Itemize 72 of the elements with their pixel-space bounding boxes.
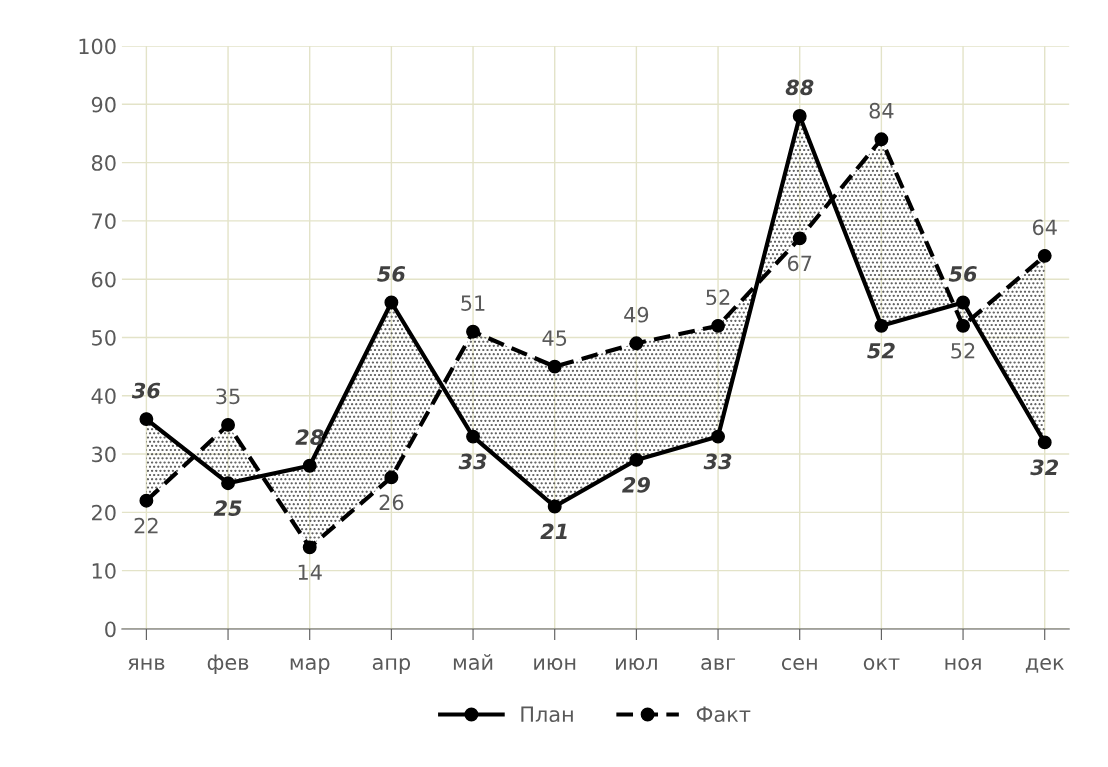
data-label: 56 bbox=[948, 266, 977, 282]
point bbox=[792, 109, 807, 123]
y-tick-label: 20 bbox=[92, 504, 116, 521]
y-tick-label: 10 bbox=[92, 563, 116, 579]
point bbox=[302, 458, 317, 473]
data-label: 88 bbox=[785, 79, 814, 96]
point bbox=[384, 470, 399, 485]
y-tick-label: 30 bbox=[92, 446, 116, 463]
x-tick-label: мар bbox=[290, 658, 330, 675]
point bbox=[221, 476, 235, 491]
data-label: 29 bbox=[622, 476, 650, 493]
data-label: 33 bbox=[458, 453, 487, 470]
point bbox=[466, 429, 480, 444]
point bbox=[139, 412, 154, 427]
data-label: 35 bbox=[216, 388, 240, 405]
x-tick-label: янв bbox=[128, 658, 165, 670]
legend-label: План bbox=[521, 706, 573, 723]
data-label: 56 bbox=[377, 266, 406, 282]
y-tick-label: 100 bbox=[79, 38, 116, 55]
point bbox=[711, 318, 725, 333]
y-tick-label: 50 bbox=[92, 329, 116, 346]
point bbox=[302, 540, 317, 555]
x-tick-label: окт bbox=[863, 658, 900, 671]
y-tick-label: 80 bbox=[91, 155, 116, 171]
data-label: 84 bbox=[869, 102, 894, 119]
y-tick-label: 70 bbox=[92, 213, 116, 230]
point bbox=[547, 499, 562, 514]
data-label: 26 bbox=[379, 494, 404, 511]
data-label: 52 bbox=[706, 289, 730, 306]
data-label: 33 bbox=[703, 453, 732, 470]
data-label: 21 bbox=[540, 523, 567, 540]
data-label: 32 bbox=[1030, 459, 1059, 476]
point bbox=[956, 295, 970, 310]
x-tick-label: ноя bbox=[945, 658, 981, 671]
y-tick-label: 40 bbox=[91, 388, 116, 404]
point bbox=[792, 231, 807, 246]
data-label: 14 bbox=[298, 564, 322, 580]
point bbox=[629, 336, 644, 351]
data-label: 67 bbox=[787, 255, 812, 272]
data-label: 45 bbox=[542, 330, 567, 346]
data-label: 52 bbox=[951, 342, 975, 359]
x-tick-label: июн bbox=[534, 658, 576, 671]
y-tick-label: 60 bbox=[91, 271, 116, 288]
legend-label: Факт bbox=[696, 706, 751, 723]
x-tick-label: сен bbox=[781, 658, 817, 671]
point bbox=[547, 359, 562, 374]
data-label: 49 bbox=[624, 306, 649, 323]
point bbox=[384, 295, 399, 310]
x-tick-label: авг bbox=[701, 658, 736, 671]
data-label: 22 bbox=[134, 517, 158, 534]
y-tick-label: 0 bbox=[105, 621, 116, 638]
x-tick-label: апр bbox=[372, 658, 411, 675]
y-tick-label: 90 bbox=[91, 96, 116, 113]
data-label: 25 bbox=[213, 500, 242, 516]
point bbox=[1037, 435, 1052, 450]
x-tick-label: июл bbox=[616, 658, 657, 671]
point bbox=[874, 318, 889, 333]
point bbox=[711, 429, 725, 444]
data-label: 52 bbox=[867, 342, 895, 359]
point bbox=[1037, 248, 1052, 263]
point bbox=[466, 324, 480, 339]
point bbox=[629, 452, 644, 467]
point bbox=[956, 318, 970, 333]
x-tick-label: фев bbox=[207, 654, 249, 675]
point bbox=[139, 493, 154, 508]
x-tick-label: май bbox=[453, 654, 493, 671]
data-label: 51 bbox=[461, 295, 485, 311]
data-label: 36 bbox=[131, 382, 161, 399]
x-tick-label: дек bbox=[1025, 658, 1064, 673]
point bbox=[874, 132, 889, 147]
data-label: 64 bbox=[1032, 219, 1057, 236]
point bbox=[221, 417, 235, 432]
